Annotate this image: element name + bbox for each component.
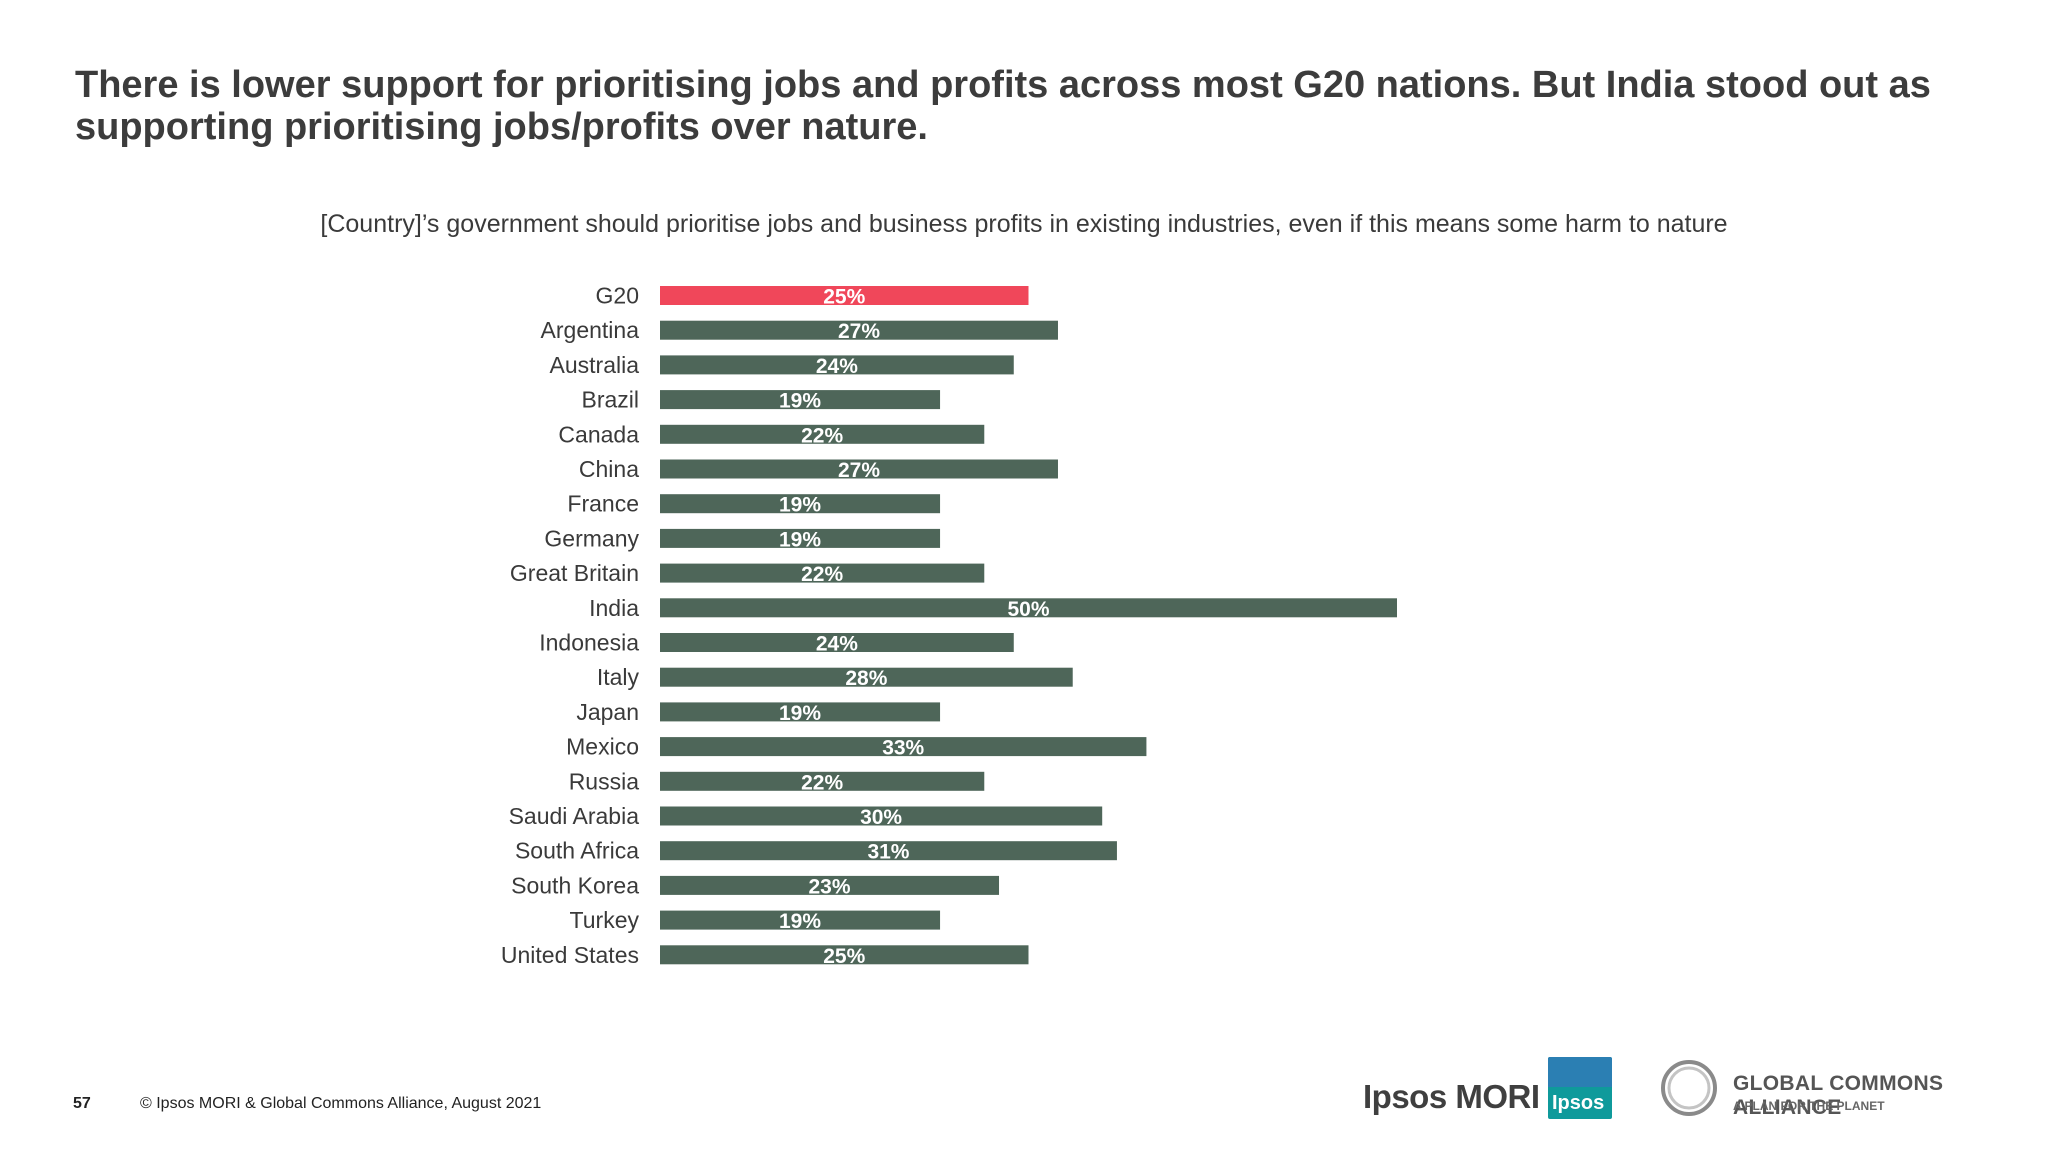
- value-label: 19%: [779, 910, 821, 933]
- value-label: 25%: [823, 286, 865, 309]
- bar: [660, 528, 941, 548]
- category-label: South Korea: [511, 872, 639, 898]
- value-label: 22%: [801, 563, 843, 586]
- slide-title: There is lower support for prioritising …: [75, 64, 1931, 148]
- category-label: Turkey: [570, 907, 640, 933]
- category-label: Indonesia: [539, 630, 639, 656]
- category-label: China: [579, 456, 639, 482]
- ipsos-badge-text: Ipsos: [1552, 1092, 1605, 1114]
- bar: [660, 702, 941, 722]
- bar: [660, 598, 1397, 618]
- category-label: Australia: [550, 352, 640, 378]
- badge-top-block: [1548, 1057, 1612, 1087]
- value-label: 30%: [860, 806, 902, 829]
- category-label: India: [589, 595, 639, 621]
- gca-name: GLOBAL COMMONS ALLIANCE: [1733, 1072, 1944, 1119]
- category-label: G20: [596, 283, 639, 309]
- value-label: 33%: [882, 737, 924, 760]
- value-label: 19%: [779, 528, 821, 551]
- bar: [660, 563, 985, 583]
- bar: [660, 667, 1073, 687]
- value-label: 27%: [838, 459, 880, 482]
- category-label: Argentina: [541, 317, 640, 343]
- bar: [660, 945, 1029, 965]
- value-label: 25%: [823, 945, 865, 968]
- bar: [660, 355, 1014, 375]
- value-label: 19%: [779, 390, 821, 413]
- category-label: Italy: [597, 664, 640, 690]
- value-label: 23%: [808, 875, 850, 898]
- ipsos-badge-logo: Ipsos: [1548, 1057, 1612, 1119]
- category-label: Brazil: [581, 387, 639, 413]
- value-label: 24%: [816, 633, 858, 656]
- bar-chart: G20 25% Argentina 27% Australia 24% Brazil 19% C…: [501, 283, 1397, 968]
- bar: [660, 494, 941, 514]
- value-label: 50%: [1007, 598, 1049, 621]
- bar: [660, 320, 1058, 340]
- value-label: 28%: [845, 667, 887, 690]
- bar: [660, 424, 985, 444]
- bar: [660, 806, 1103, 826]
- gca-ring-icon: [1661, 1060, 1717, 1116]
- value-label: 31%: [867, 841, 909, 864]
- category-label: France: [567, 491, 639, 517]
- category-label: Russia: [569, 768, 640, 794]
- bar: [660, 633, 1014, 652]
- value-label: 24%: [816, 355, 858, 378]
- category-label: United States: [501, 942, 639, 968]
- category-label: Germany: [544, 525, 639, 551]
- bar: [660, 841, 1117, 861]
- gca-tagline: A PLAN FOR THE PLANET: [1733, 1099, 1885, 1113]
- bar: [660, 390, 941, 410]
- category-label: Japan: [576, 699, 639, 725]
- value-label: 19%: [779, 494, 821, 517]
- value-label: 22%: [801, 771, 843, 794]
- category-label: Saudi Arabia: [509, 803, 640, 829]
- bar: [660, 771, 985, 791]
- ipsos-mori-logo: Ipsos MORI: [1363, 1078, 1540, 1115]
- value-label: 27%: [838, 320, 880, 343]
- chart-title: [Country]’s government should prioritise…: [320, 210, 1728, 238]
- bar: [660, 459, 1058, 479]
- value-label: 22%: [801, 424, 843, 447]
- page-number: 57: [73, 1095, 91, 1112]
- value-label: 19%: [779, 702, 821, 725]
- bar: [660, 875, 1000, 895]
- category-label: Mexico: [566, 734, 639, 760]
- category-label: Canada: [558, 421, 639, 447]
- category-label: South Africa: [515, 838, 639, 864]
- bar: [660, 737, 1147, 757]
- copyright-notice: © Ipsos MORI & Global Commons Alliance, …: [140, 1095, 542, 1112]
- bar: [660, 286, 1029, 305]
- bar: [660, 910, 941, 930]
- category-label: Great Britain: [510, 560, 639, 586]
